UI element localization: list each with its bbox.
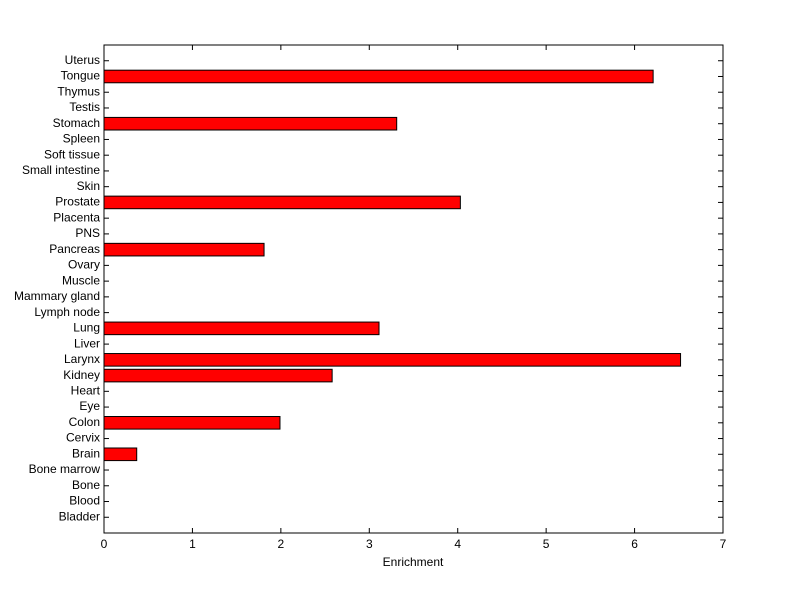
y-tick-label: Small intestine bbox=[22, 163, 100, 177]
bar bbox=[103, 353, 682, 367]
x-tick-label: 4 bbox=[454, 537, 461, 551]
y-tick-label: Muscle bbox=[62, 273, 100, 287]
y-tick-label: Blood bbox=[69, 494, 100, 508]
y-tick-label: Placenta bbox=[53, 210, 100, 224]
bar bbox=[103, 242, 265, 257]
y-tick-label: Pancreas bbox=[49, 242, 100, 256]
y-tick-label: Ovary bbox=[68, 258, 100, 272]
y-tick-label: Eye bbox=[79, 399, 100, 413]
y-tick-label: Colon bbox=[69, 415, 100, 429]
x-tick-label: 6 bbox=[631, 537, 638, 551]
y-tick-label: PNS bbox=[75, 226, 100, 240]
x-axis-label: Enrichment bbox=[383, 555, 444, 569]
y-tick-label: Skin bbox=[77, 179, 100, 193]
x-tick-label: 2 bbox=[278, 537, 285, 551]
x-tick-label: 5 bbox=[543, 537, 550, 551]
bar bbox=[103, 447, 138, 462]
y-tick-label: Tongue bbox=[61, 69, 101, 83]
bar bbox=[103, 195, 461, 210]
y-tick-label: Liver bbox=[74, 336, 100, 350]
y-tick-label: Bladder bbox=[59, 509, 100, 523]
y-tick-label: Thymus bbox=[57, 84, 100, 98]
bar bbox=[103, 368, 333, 383]
y-tick-label: Mammary gland bbox=[14, 289, 100, 303]
y-tick-label: Prostate bbox=[55, 195, 100, 209]
y-tick-label: Bone marrow bbox=[29, 462, 101, 476]
y-tick-label: Kidney bbox=[63, 368, 100, 382]
y-tick-label: Stomach bbox=[53, 116, 100, 130]
bar bbox=[103, 69, 654, 84]
y-tick-label: Uterus bbox=[65, 53, 100, 67]
y-tick-label: Testis bbox=[69, 100, 100, 114]
y-tick-label: Cervix bbox=[66, 431, 100, 445]
bar bbox=[103, 116, 398, 131]
y-tick-label: Bone bbox=[72, 478, 100, 492]
y-tick-label: Brain bbox=[72, 446, 100, 460]
y-tick-label: Spleen bbox=[63, 132, 100, 146]
y-tick-label: Soft tissue bbox=[44, 147, 100, 161]
y-tick-label: Heart bbox=[71, 383, 101, 397]
x-tick-label: 3 bbox=[366, 537, 373, 551]
y-tick-label: Lung bbox=[73, 321, 100, 335]
x-tick-label: 0 bbox=[101, 537, 108, 551]
bar bbox=[103, 321, 380, 336]
bar bbox=[103, 416, 281, 430]
x-tick-label: 1 bbox=[189, 537, 196, 551]
y-tick-label: Lymph node bbox=[34, 305, 100, 319]
y-tick-label: Larynx bbox=[64, 352, 100, 366]
x-tick-label: 7 bbox=[720, 537, 727, 551]
